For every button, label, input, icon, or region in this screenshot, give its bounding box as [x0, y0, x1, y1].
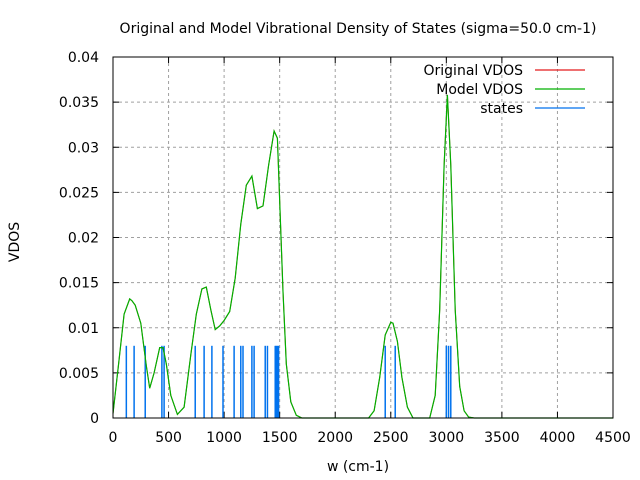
plot-frame	[112, 56, 614, 419]
x-tick-label: 2000	[317, 430, 353, 446]
grid-lines	[113, 57, 613, 418]
y-tick-label: 0.005	[59, 366, 99, 382]
y-tick-label: 0.025	[59, 185, 99, 201]
states-series	[125, 345, 452, 418]
y-tick-label: 0.04	[68, 50, 99, 66]
x-axis-label: w (cm-1)	[327, 459, 389, 475]
chart-title: Original and Model Vibrational Density o…	[120, 21, 597, 37]
x-tick-label: 4000	[540, 430, 576, 446]
y-tick-label: 0	[90, 411, 99, 427]
x-tick-labels: 0 500 1000 1500 2000 2500 3000 3500 4000 4500	[109, 430, 631, 446]
y-tick-label: 0.035	[59, 95, 99, 111]
y-tick-label: 0.02	[68, 231, 99, 247]
x-tick-label: 500	[155, 430, 182, 446]
x-tick-label: 1000	[206, 430, 242, 446]
legend: Original VDOS Model VDOS states	[424, 63, 585, 117]
y-tick-label: 0.03	[68, 140, 99, 156]
y-tick-label: 0.015	[59, 276, 99, 292]
y-tick-label: 0.01	[68, 321, 99, 337]
x-tick-label: 1500	[262, 430, 298, 446]
model-vdos-line	[112, 94, 613, 419]
legend-label: states	[480, 101, 523, 117]
x-tick-label: 4500	[595, 430, 631, 446]
legend-label: Model VDOS	[436, 82, 523, 98]
legend-label: Original VDOS	[424, 63, 524, 79]
x-tick-label: 0	[109, 430, 118, 446]
y-tick-labels: 0 0.005 0.01 0.015 0.02 0.025 0.03 0.035 0.04	[59, 50, 99, 427]
vdos-curves	[112, 94, 613, 419]
x-tick-label: 3000	[429, 430, 465, 446]
x-tick-label: 3500	[484, 430, 520, 446]
original-vdos-line	[112, 94, 613, 419]
y-axis-label: VDOS	[7, 222, 23, 262]
x-tick-label: 2500	[373, 430, 409, 446]
